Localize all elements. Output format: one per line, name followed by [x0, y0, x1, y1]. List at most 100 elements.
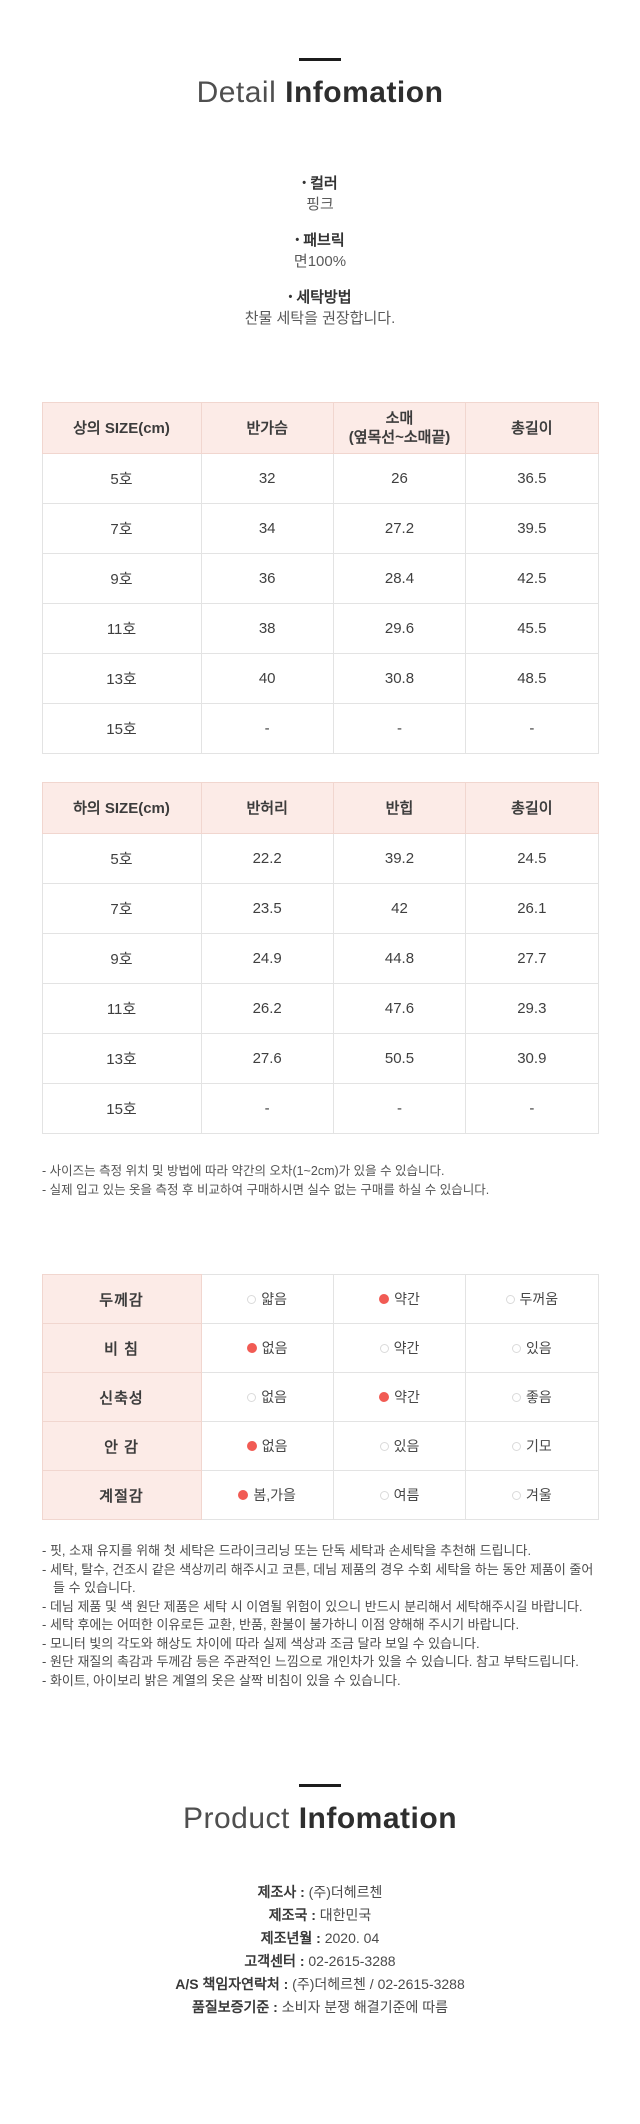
size-column-header: 반허리 [200, 782, 334, 834]
radio-unselected-icon [511, 1343, 521, 1353]
feature-option-text: 약간 [394, 1291, 420, 1307]
size-notes: - 사이즈는 측정 위치 및 방법에 따라 약간의 오차(1~2cm)가 있을 … [42, 1162, 640, 1200]
product-section-title: Product Infomation [0, 1801, 640, 1837]
radio-unselected-icon [379, 1441, 389, 1451]
feature-label: 신축성 [41, 1372, 202, 1422]
feature-row: 안 감 없음 있음 기모 [41, 1421, 599, 1471]
feature-option-text: 두꺼움 [519, 1291, 559, 1307]
feature-label: 두께감 [41, 1274, 202, 1324]
feature-option-text: 약간 [393, 1340, 420, 1356]
size-value-cell: 50.5 [332, 1033, 467, 1084]
size-value-cell: 36.5 [465, 453, 599, 504]
size-value-cell: 42 [332, 883, 467, 934]
radio-unselected-icon [511, 1392, 521, 1402]
feature-option-text: 겨울 [525, 1487, 552, 1503]
feature-option-text: 있음 [393, 1438, 420, 1454]
size-column-header: 하의 SIZE(cm) [41, 782, 202, 834]
feature-option-cell: 겨울 [465, 1470, 599, 1520]
spec-item-color: • 컬러 핑크 [0, 173, 640, 216]
size-table-row: 7호 23.5 42 26.1 [41, 883, 599, 934]
care-note-line: - 화이트, 아이보리 밝은 계열의 옷은 살짝 비침이 있을 수 있습니다. [42, 1672, 401, 1688]
feature-option-text: 얇음 [261, 1291, 288, 1307]
size-column-header: 반힙 [332, 782, 467, 834]
product-section-divider-bar [299, 1784, 341, 1787]
radio-selected-icon [246, 1343, 257, 1353]
care-note-line: - 세탁 후에는 어떠한 이유로든 교환, 반품, 환불이 불가하니 이점 양해… [42, 1617, 520, 1632]
size-value-cell: 27.6 [200, 1033, 334, 1084]
feature-row: 비 침 없음 약간 있음 [41, 1323, 599, 1373]
size-row-label: 15호 [41, 703, 202, 754]
size-column-header: 총길이 [465, 782, 599, 834]
product-info-value: 02-2615-3288 [308, 1953, 396, 1969]
size-table-row: 15호 - - - [41, 703, 599, 754]
size-table-row: 5호 22.2 39.2 24.5 [41, 833, 599, 884]
product-info-value: (주)더헤르첸 / 02-2615-3288 [292, 1976, 465, 1992]
size-value-cell: 39.5 [465, 503, 599, 554]
feature-option: 없음 [247, 1387, 287, 1407]
size-value-cell: 29.3 [465, 983, 599, 1034]
size-row-label: 11호 [41, 983, 202, 1034]
radio-selected-icon [379, 1392, 390, 1402]
feature-label: 안 감 [41, 1421, 202, 1471]
size-row-label: 11호 [41, 603, 202, 654]
size-row-label: 7호 [41, 883, 202, 934]
product-info-label: 제조년월 : [260, 1930, 325, 1946]
size-table-row: 9호 24.9 44.8 27.7 [41, 933, 599, 984]
size-table-header-row: 하의 SIZE(cm) 반허리 반힙 총길이 [41, 782, 599, 834]
size-row-label: 13호 [41, 1033, 202, 1084]
size-value-cell: 28.4 [332, 553, 467, 604]
care-note-line: - 원단 재질의 촉감과 두께감 등은 주관적인 느낌으로 개인차가 있을 수 … [42, 1654, 579, 1669]
size-value-cell: 30.9 [465, 1033, 599, 1084]
spec-value: 면100% [293, 253, 347, 270]
size-value-cell: 26.2 [200, 983, 334, 1034]
feature-option-text: 여름 [393, 1487, 420, 1503]
feature-option-cell: 약간 [332, 1274, 467, 1324]
size-value-cell: 39.2 [332, 833, 467, 884]
feature-option: 기모 [511, 1436, 552, 1456]
size-table-row: 15호 - - - [41, 1083, 599, 1134]
feature-row: 신축성 없음 약간 좋음 [41, 1372, 599, 1422]
radio-unselected-icon [247, 1294, 257, 1304]
size-value-cell: 24.9 [200, 933, 334, 984]
size-row-label: 9호 [41, 933, 202, 984]
size-row-label: 5호 [41, 453, 202, 504]
size-value-cell: - [200, 1083, 334, 1134]
spec-value: 찬물 세탁을 권장합니다. [244, 310, 396, 327]
feature-option-cell: 없음 [200, 1323, 334, 1373]
size-value-cell: 23.5 [200, 883, 334, 934]
spec-item-fabric: • 패브릭 면100% [0, 230, 640, 273]
detail-title-light: Detail [196, 76, 277, 109]
bullet-icon: • [302, 177, 307, 189]
size-table-row: 5호 32 26 36.5 [41, 453, 599, 504]
radio-selected-icon [238, 1490, 249, 1500]
size-row-label: 7호 [41, 503, 202, 554]
product-info-list: 제조사 : (주)더헤르첸 제조국 : 대한민국 제조년월 : 2020. 04 고객… [0, 1881, 640, 2019]
size-column-header: 총길이 [465, 402, 599, 454]
feature-option-text: 기모 [525, 1438, 552, 1454]
size-column-header: 소매 (옆목선~소매끝) [332, 402, 467, 454]
product-info-value: (주)더헤르첸 [308, 1884, 383, 1900]
size-table-row: 13호 27.6 50.5 30.9 [41, 1033, 599, 1084]
product-info-line: 제조사 : (주)더헤르첸 [0, 1881, 640, 1904]
size-value-cell: - [332, 703, 467, 754]
feature-option-cell: 얇음 [200, 1274, 334, 1324]
size-table-header-row: 상의 SIZE(cm) 반가슴 소매 (옆목선~소매끝) 총길이 [41, 402, 599, 454]
radio-selected-icon [246, 1441, 257, 1451]
size-value-cell: 47.6 [332, 983, 467, 1034]
size-value-cell: 36 [200, 553, 334, 604]
size-value-cell: 30.8 [332, 653, 467, 704]
size-table-row: 13호 40 30.8 48.5 [41, 653, 599, 704]
size-value-cell: - [200, 703, 334, 754]
radio-unselected-icon [379, 1490, 389, 1500]
top-size-table: 상의 SIZE(cm) 반가슴 소매 (옆목선~소매끝) 총길이 5호 32 26 36.5 7… [41, 402, 599, 754]
radio-unselected-icon [247, 1392, 257, 1402]
size-table-row: 9호 36 28.4 42.5 [41, 553, 599, 604]
feature-option: 얇음 [247, 1289, 287, 1309]
feature-option: 봄,가을 [238, 1485, 296, 1505]
size-value-cell: 27.7 [465, 933, 599, 984]
feature-option-cell: 여름 [332, 1470, 467, 1520]
product-info-line: 품질보증기준 : 소비자 분쟁 해결기준에 따름 [0, 1996, 640, 2019]
size-value-cell: 48.5 [465, 653, 599, 704]
detail-section-title: Detail Infomation [0, 75, 640, 111]
